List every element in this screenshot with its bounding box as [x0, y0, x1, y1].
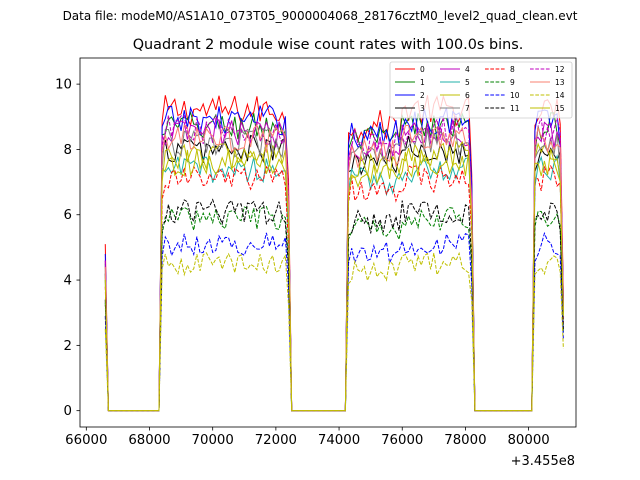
series-line-3	[104, 134, 564, 412]
plot-area	[80, 58, 576, 427]
legend-label-0: 0	[420, 65, 425, 74]
x-tick-label: 74000	[318, 433, 360, 448]
legend-label-9: 9	[510, 78, 515, 87]
legend-label-10: 10	[510, 91, 520, 100]
y-tick-label: 2	[64, 339, 72, 354]
x-tick-label: 70000	[192, 433, 234, 448]
x-tick-label: 80000	[507, 433, 549, 448]
y-tick-label: 8	[64, 143, 72, 158]
legend-label-15: 15	[555, 104, 565, 113]
series-line-11	[104, 198, 564, 412]
y-tick-label: 4	[64, 274, 72, 289]
series-lines	[104, 94, 564, 412]
series-line-9	[104, 205, 564, 412]
series-line-13	[104, 124, 564, 412]
x-tick-label: 76000	[381, 433, 423, 448]
legend-label-12: 12	[555, 65, 565, 74]
legend-label-2: 2	[420, 91, 425, 100]
series-line-6	[104, 140, 564, 412]
series-line-4	[104, 117, 564, 412]
legend-label-8: 8	[510, 65, 515, 74]
legend-label-11: 11	[510, 104, 520, 113]
legend-label-6: 6	[465, 91, 470, 100]
y-tick-label: 10	[55, 78, 72, 93]
y-tick-label: 0	[64, 404, 72, 419]
axes-frame	[79, 57, 577, 428]
x-tick-label: 78000	[444, 433, 486, 448]
legend-label-3: 3	[420, 104, 425, 113]
x-tick-label: 66000	[65, 433, 107, 448]
legend-label-1: 1	[420, 78, 425, 87]
chart-title: Quadrant 2 module wise count rates with …	[133, 37, 524, 53]
legend-label-4: 4	[465, 65, 470, 74]
legend-box	[389, 61, 573, 119]
series-line-10	[104, 231, 564, 412]
x-tick-label: 68000	[128, 433, 170, 448]
axes: 66000 68000 70000 72000 74000 76000 78000 80000…	[55, 57, 577, 448]
x-tick-label: 72000	[255, 433, 297, 448]
series-line-15	[104, 148, 564, 412]
y-tick-label: 6	[64, 208, 72, 223]
chart-suptitle: Data file: modeM0/AS1A10_073T05_90000040…	[63, 9, 578, 23]
legend-label-14: 14	[555, 91, 565, 100]
series-line-8	[104, 164, 564, 412]
series-line-14	[104, 251, 564, 412]
legend-label-7: 7	[465, 104, 470, 113]
legend-label-5: 5	[465, 78, 470, 87]
x-offset-label: +3.455e8	[511, 454, 575, 469]
legend-label-13: 13	[555, 78, 565, 87]
